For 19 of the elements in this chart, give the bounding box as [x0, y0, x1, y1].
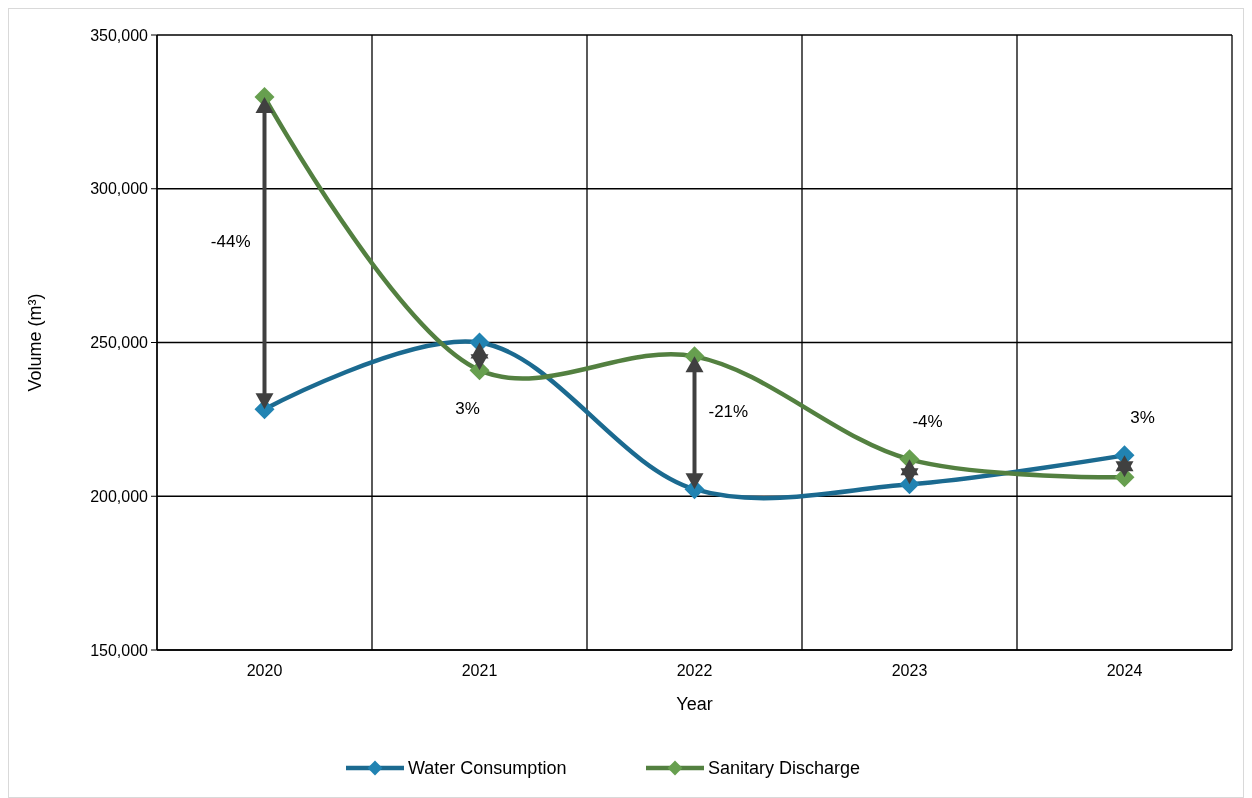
annotation: -21%: [708, 401, 749, 421]
x-tick-label: 2020: [246, 662, 283, 679]
y-axis-title: Volume (m³): [25, 293, 45, 392]
y-tick-label: 200,000: [90, 487, 149, 505]
y-tick-label: 300,000: [90, 180, 149, 198]
y-tick-label: 250,000: [90, 334, 149, 352]
x-tick-label: 2024: [1106, 662, 1143, 679]
y-tick-label: 150,000: [90, 641, 149, 659]
legend-label: Sanitary Discharge: [708, 758, 861, 779]
annotation: -44%: [210, 232, 251, 252]
annotation: -4%: [912, 412, 943, 432]
annotation: 3%: [455, 399, 480, 419]
annotation: 3%: [1130, 408, 1155, 428]
x-tick-label: 2023: [891, 662, 928, 679]
x-axis-title: Year: [676, 694, 713, 714]
legend-label: Water Consumption: [408, 758, 567, 779]
x-tick-label: 2022: [676, 662, 713, 679]
y-tick-label: 350,000: [90, 26, 149, 44]
x-tick-label: 2021: [461, 662, 498, 679]
